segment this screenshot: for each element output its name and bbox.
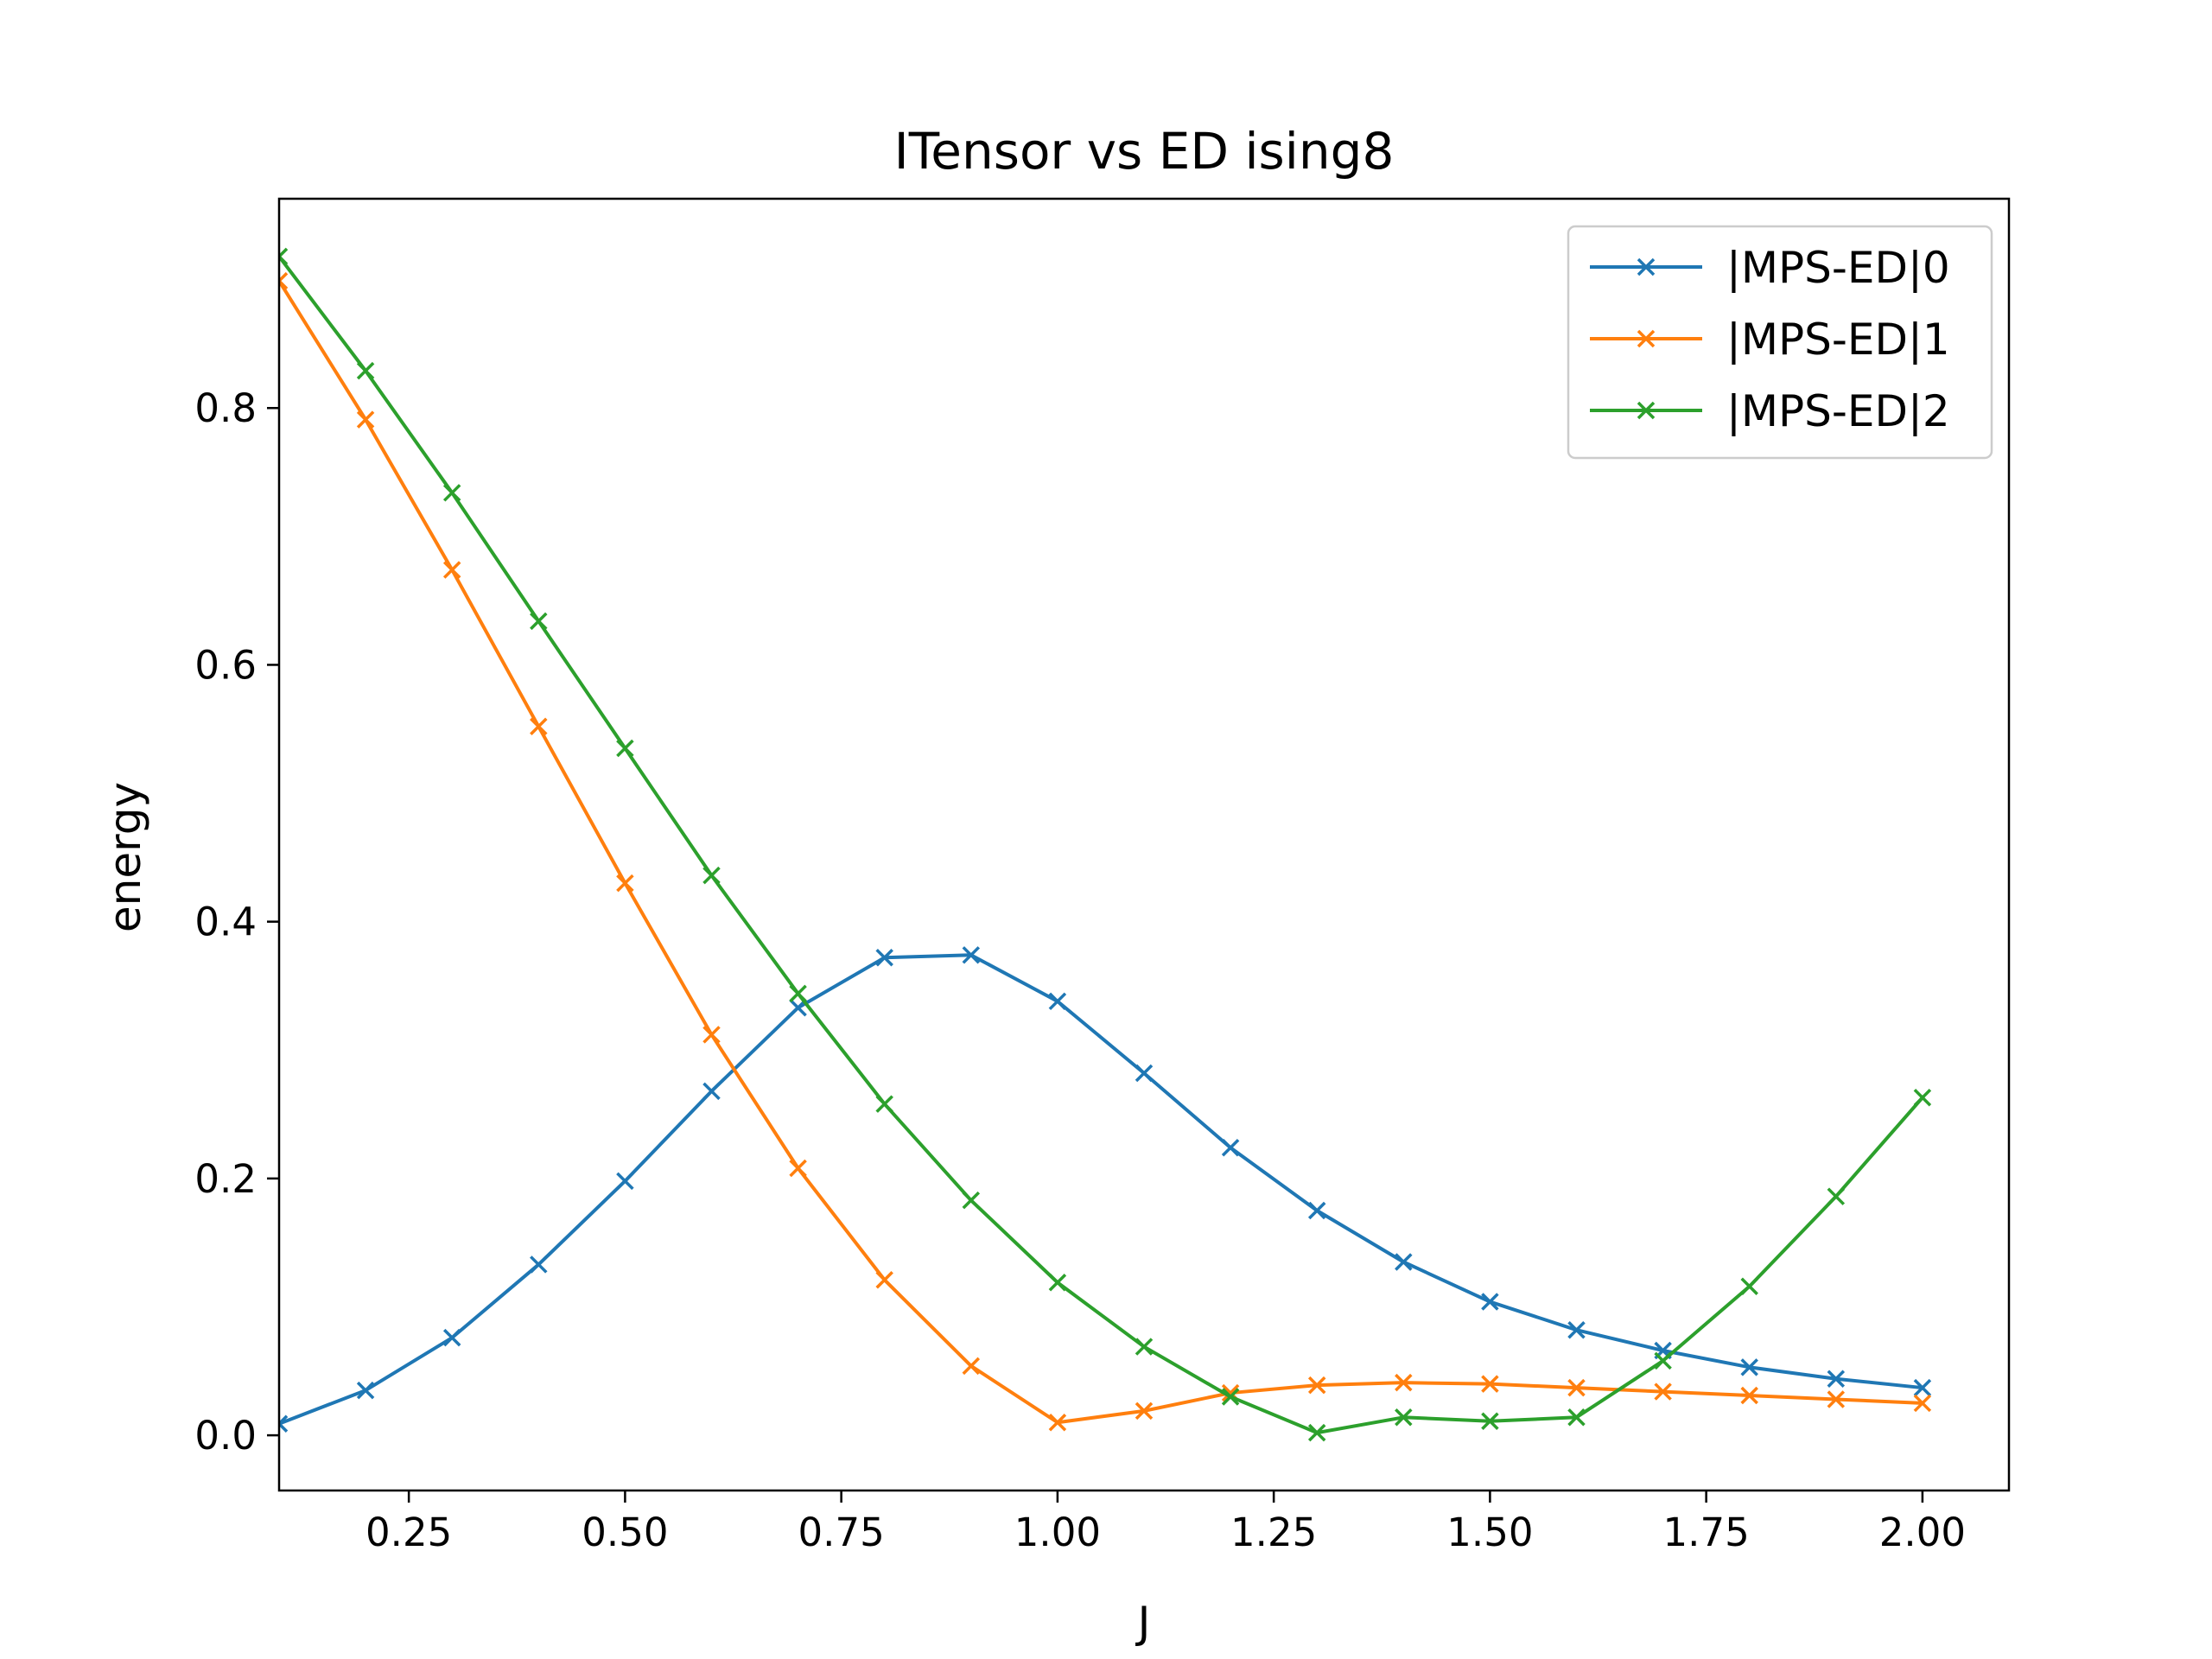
data-point-s0-8	[962, 946, 981, 964]
data-point-s2-7	[875, 1095, 893, 1113]
data-point-s2-17	[1740, 1277, 1758, 1295]
data-point-s2-8	[962, 1191, 981, 1210]
data-point-s0-13	[1395, 1253, 1413, 1271]
legend-label-0: |MPS-ED|0	[1726, 243, 1950, 293]
data-point-s0-19	[1913, 1378, 1932, 1397]
x-tick-label-1: 0.50	[582, 1510, 668, 1555]
data-point-s1-14	[1481, 1375, 1499, 1393]
y-tick-label-1: 0.2	[194, 1156, 257, 1202]
data-point-s1-3	[530, 717, 548, 736]
axes: 0.25 0.50 0.75 1.00 1.25 1.50 1.75 2.00 0.0 0.2 0.…	[194, 197, 2011, 1555]
data-point-s2-9	[1048, 1274, 1067, 1292]
data-point-s2-0	[279, 247, 289, 266]
data-point-s2-13	[1395, 1408, 1413, 1427]
data-point-s0-2	[442, 1328, 461, 1347]
x-tick-label-4: 1.25	[1230, 1510, 1317, 1555]
data-point-s0-11	[1221, 1138, 1240, 1157]
data-point-s1-2	[442, 561, 461, 579]
data-point-s0-17	[1740, 1358, 1758, 1376]
data-point-s1-1	[356, 410, 375, 429]
x-tick-label-0: 0.25	[365, 1510, 452, 1555]
y-tick-label-4: 0.8	[194, 385, 257, 431]
data-point-s1-19	[1913, 1394, 1932, 1413]
series-line-2	[279, 254, 1925, 1435]
legend-marker-1	[1637, 329, 1656, 348]
data-point-s1-6	[789, 1159, 807, 1178]
x-tick-label-7: 2.00	[1879, 1510, 1966, 1555]
data-point-s0-0	[279, 1414, 289, 1433]
data-point-s1-13	[1395, 1373, 1413, 1392]
series-line-0	[279, 953, 1925, 1426]
data-point-s0-18	[1827, 1370, 1846, 1388]
data-point-s2-11	[1221, 1388, 1240, 1406]
legend-label-2: |MPS-ED|2	[1726, 386, 1950, 436]
x-tick-label-6: 1.75	[1663, 1510, 1750, 1555]
data-point-s0-3	[530, 1255, 548, 1274]
data-point-s1-0	[279, 271, 289, 290]
x-tick-label-2: 0.75	[798, 1510, 885, 1555]
data-point-s2-19	[1913, 1089, 1932, 1107]
data-point-s0-14	[1481, 1293, 1499, 1311]
data-point-s0-5	[702, 1082, 721, 1101]
data-point-s0-4	[616, 1172, 634, 1191]
data-point-s2-12	[1307, 1423, 1326, 1442]
series-line-1	[279, 278, 1924, 1425]
data-point-s1-12	[1307, 1376, 1326, 1395]
y-tick-label-0: 0.0	[194, 1413, 257, 1459]
data-point-s2-18	[1827, 1187, 1846, 1205]
data-point-s2-6	[789, 984, 807, 1003]
data-point-s0-7	[875, 949, 893, 967]
legend-marker-0	[1637, 257, 1656, 276]
data-point-s1-10	[1135, 1402, 1154, 1421]
plot-area	[279, 247, 1932, 1442]
data-point-s0-12	[1307, 1201, 1326, 1220]
data-point-s1-4	[616, 874, 634, 893]
data-point-s1-9	[1048, 1414, 1067, 1432]
data-point-s1-8	[962, 1357, 981, 1376]
data-point-s1-5	[702, 1026, 721, 1044]
data-point-s0-9	[1048, 992, 1067, 1011]
data-point-s2-2	[442, 484, 461, 502]
data-point-s1-17	[1740, 1386, 1758, 1405]
data-point-s2-1	[356, 361, 375, 380]
data-point-s2-4	[616, 739, 634, 758]
data-point-s2-15	[1567, 1408, 1586, 1427]
x-tick-label-3: 1.00	[1014, 1510, 1101, 1555]
data-point-s2-5	[702, 866, 721, 885]
data-point-s2-14	[1481, 1412, 1499, 1430]
y-tick-label-2: 0.4	[194, 899, 257, 945]
axes-frame	[277, 197, 2011, 1492]
data-point-s1-15	[1567, 1378, 1586, 1397]
data-point-s1-16	[1654, 1382, 1672, 1401]
data-point-s0-1	[356, 1381, 375, 1400]
legend-label-1: |MPS-ED|1	[1726, 315, 1950, 365]
legend: |MPS-ED|0 |MPS-ED|1 |MPS-ED|2	[1567, 225, 1993, 460]
y-axis-label: energy	[100, 782, 150, 932]
data-point-s1-18	[1827, 1390, 1846, 1408]
y-tick-label-3: 0.6	[194, 642, 257, 688]
data-point-s2-16	[1654, 1351, 1672, 1370]
data-point-s1-7	[875, 1271, 893, 1289]
data-point-s2-3	[530, 612, 548, 631]
data-point-s0-10	[1135, 1064, 1154, 1083]
data-point-s2-10	[1135, 1338, 1154, 1356]
x-axis-label: J	[1135, 1598, 1151, 1648]
data-point-s0-15	[1567, 1321, 1586, 1339]
chart-title: ITensor vs ED ising8	[894, 122, 1395, 181]
x-tick-label-5: 1.50	[1446, 1510, 1533, 1555]
legend-marker-2	[1637, 401, 1656, 420]
legend-box	[1567, 225, 1993, 460]
